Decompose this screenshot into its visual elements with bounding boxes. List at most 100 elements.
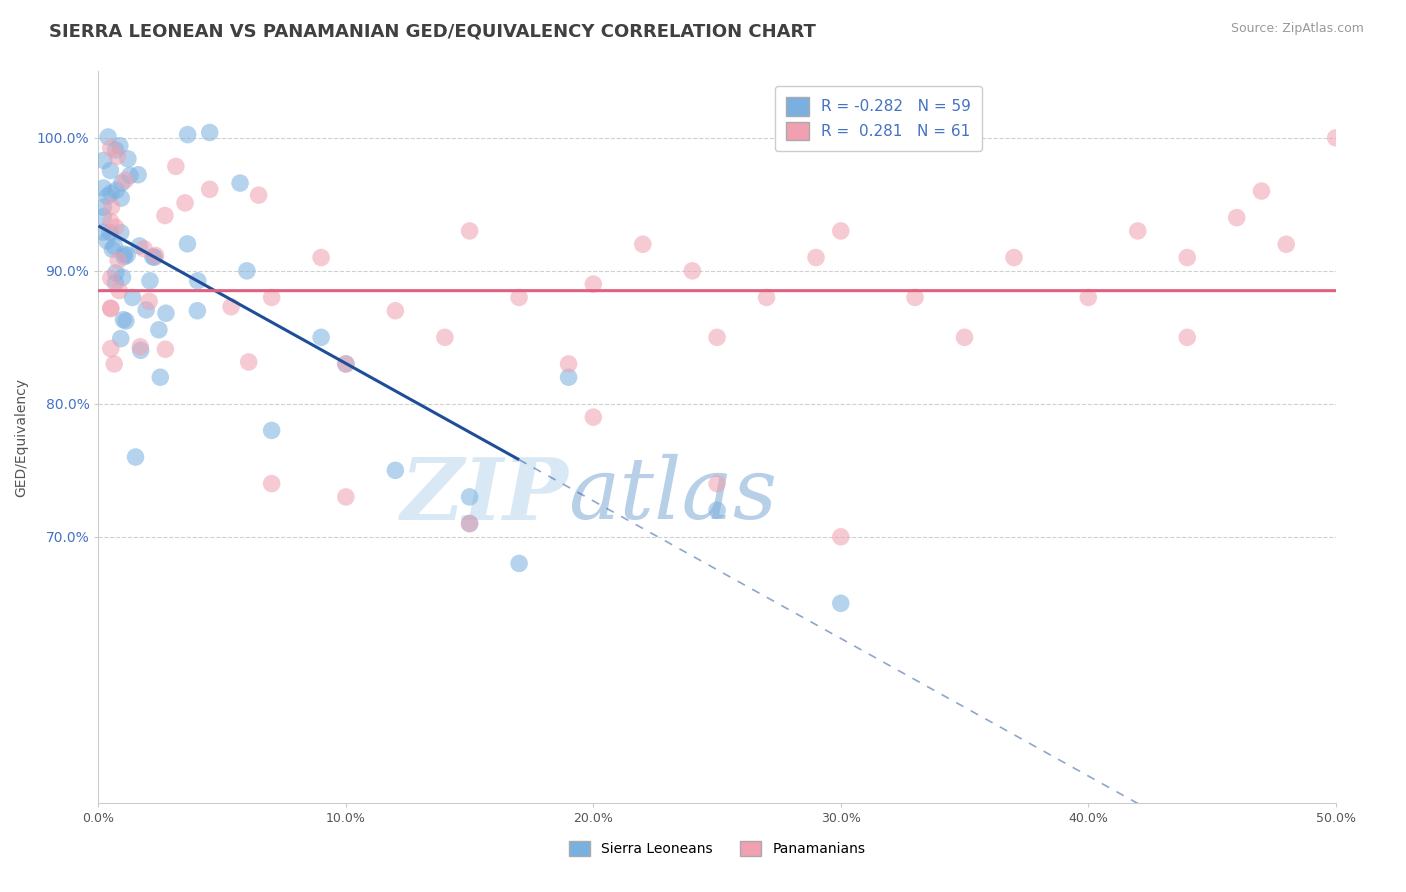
Point	[755, 290, 778, 304]
Point	[1077, 290, 1099, 304]
Point	[508, 290, 530, 304]
Point	[1175, 251, 1198, 265]
Point	[706, 503, 728, 517]
Point	[97, 130, 120, 145]
Point	[138, 294, 160, 309]
Point	[112, 312, 135, 326]
Text: ZIP: ZIP	[401, 454, 568, 537]
Point	[176, 236, 198, 251]
Point	[458, 224, 481, 238]
Point	[309, 251, 332, 265]
Point	[100, 301, 122, 316]
Point	[114, 173, 136, 187]
Point	[115, 314, 138, 328]
Point	[100, 141, 122, 155]
Point	[100, 163, 122, 178]
Point	[115, 248, 138, 262]
Point	[104, 276, 127, 290]
Point	[384, 463, 406, 477]
Point	[143, 250, 166, 264]
Point	[134, 242, 156, 256]
Point	[139, 274, 162, 288]
Point	[508, 557, 530, 571]
Point	[384, 303, 406, 318]
Point	[830, 224, 852, 238]
Point	[260, 476, 283, 491]
Point	[186, 303, 208, 318]
Point	[174, 195, 197, 210]
Point	[118, 169, 141, 183]
Point	[1324, 131, 1347, 145]
Point	[110, 226, 132, 240]
Text: Source: ZipAtlas.com: Source: ZipAtlas.com	[1230, 22, 1364, 36]
Point	[112, 247, 135, 261]
Point	[121, 290, 143, 304]
Point	[238, 355, 260, 369]
Point	[107, 149, 129, 163]
Point	[149, 370, 172, 384]
Point	[335, 357, 357, 371]
Point	[1002, 251, 1025, 265]
Point	[557, 370, 579, 384]
Point	[117, 152, 139, 166]
Point	[98, 226, 121, 240]
Point	[1275, 237, 1298, 252]
Point	[100, 301, 122, 315]
Point	[111, 270, 134, 285]
Point	[101, 243, 124, 257]
Point	[247, 188, 270, 202]
Point	[1250, 184, 1272, 198]
Point	[100, 271, 122, 285]
Point	[111, 176, 134, 190]
Point	[198, 126, 221, 140]
Point	[100, 200, 122, 214]
Point	[153, 209, 176, 223]
Point	[93, 153, 115, 168]
Point	[148, 323, 170, 337]
Point	[129, 343, 152, 358]
Point	[100, 342, 122, 356]
Point	[335, 357, 357, 371]
Point	[142, 250, 165, 264]
Point	[904, 290, 927, 304]
Point	[135, 302, 157, 317]
Point	[557, 357, 579, 371]
Point	[335, 490, 357, 504]
Point	[830, 530, 852, 544]
Point	[953, 330, 976, 344]
Point	[108, 138, 131, 153]
Point	[582, 410, 605, 425]
Point	[176, 128, 198, 142]
Point	[706, 476, 728, 491]
Point	[129, 340, 152, 354]
Point	[458, 516, 481, 531]
Point	[96, 234, 118, 248]
Point	[458, 516, 481, 531]
Point	[103, 239, 125, 253]
Point	[260, 424, 283, 438]
Point	[830, 596, 852, 610]
Point	[100, 186, 122, 201]
Point	[96, 189, 118, 203]
Point	[631, 237, 654, 252]
Point	[128, 239, 150, 253]
Point	[93, 225, 115, 239]
Point	[107, 253, 129, 268]
Point	[229, 176, 252, 190]
Legend: Sierra Leoneans, Panamanians: Sierra Leoneans, Panamanians	[564, 836, 870, 862]
Point	[93, 181, 115, 195]
Text: SIERRA LEONEAN VS PANAMANIAN GED/EQUIVALENCY CORRELATION CHART: SIERRA LEONEAN VS PANAMANIAN GED/EQUIVAL…	[49, 22, 815, 40]
Point	[1226, 211, 1249, 225]
Point	[155, 343, 177, 357]
Point	[104, 220, 127, 235]
Point	[103, 357, 125, 371]
Point	[260, 290, 283, 304]
Point	[100, 214, 122, 228]
Point	[433, 330, 456, 344]
Point	[706, 330, 728, 344]
Y-axis label: GED/Equivalency: GED/Equivalency	[14, 377, 28, 497]
Point	[110, 332, 132, 346]
Point	[145, 248, 167, 262]
Point	[219, 300, 242, 314]
Point	[104, 143, 127, 157]
